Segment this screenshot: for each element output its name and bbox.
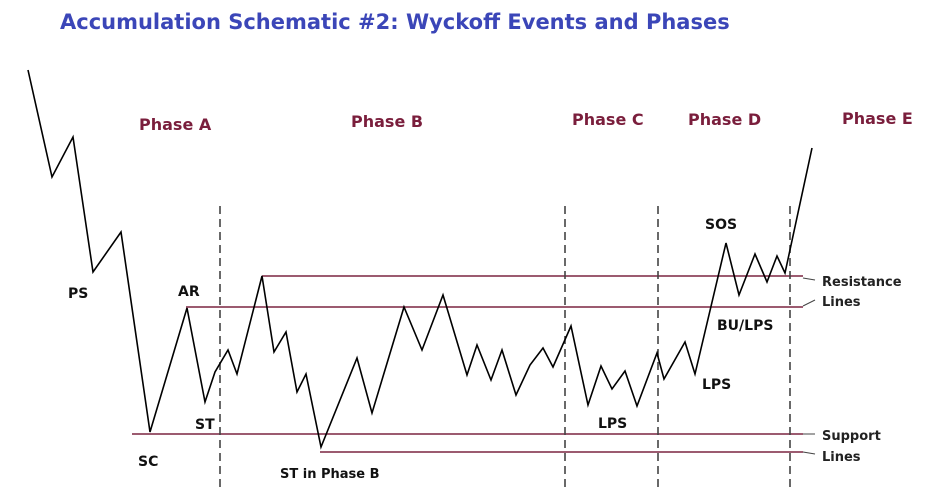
phase-c-label: Phase C xyxy=(572,110,644,129)
event-sos-label: SOS xyxy=(705,217,737,233)
phase-d-label: Phase D xyxy=(688,110,761,129)
event-lps-d-label: LPS xyxy=(702,377,731,393)
event-bu-lps-label: BU/LPS xyxy=(717,318,773,334)
resistance-lines-label-2: Lines xyxy=(822,295,861,310)
event-ps-label: PS xyxy=(68,286,88,302)
event-ar-label: AR xyxy=(178,284,200,300)
diagram-title: Accumulation Schematic #2: Wyckoff Event… xyxy=(60,10,730,34)
resistance-lines-label-1: Resistance xyxy=(822,275,902,290)
label-leaders xyxy=(802,277,816,455)
event-sc-label: SC xyxy=(138,454,158,470)
price-path xyxy=(27,69,813,450)
support-leader-lower xyxy=(802,451,816,455)
phase-dividers xyxy=(219,206,791,490)
phase-b-label: Phase B xyxy=(351,112,423,131)
resistance-leader-upper xyxy=(802,277,816,281)
phase-a-label: Phase A xyxy=(139,115,212,134)
event-st-label: ST xyxy=(195,417,215,433)
resistance-leader-lower xyxy=(802,299,816,307)
phase-e-label: Phase E xyxy=(842,109,913,128)
event-st-phase-b-label: ST in Phase B xyxy=(280,467,380,482)
support-lines-label-1: Support xyxy=(822,429,881,444)
level-lines xyxy=(132,275,803,453)
support-lines-label-2: Lines xyxy=(822,450,861,465)
event-lps-c-label: LPS xyxy=(598,416,627,432)
